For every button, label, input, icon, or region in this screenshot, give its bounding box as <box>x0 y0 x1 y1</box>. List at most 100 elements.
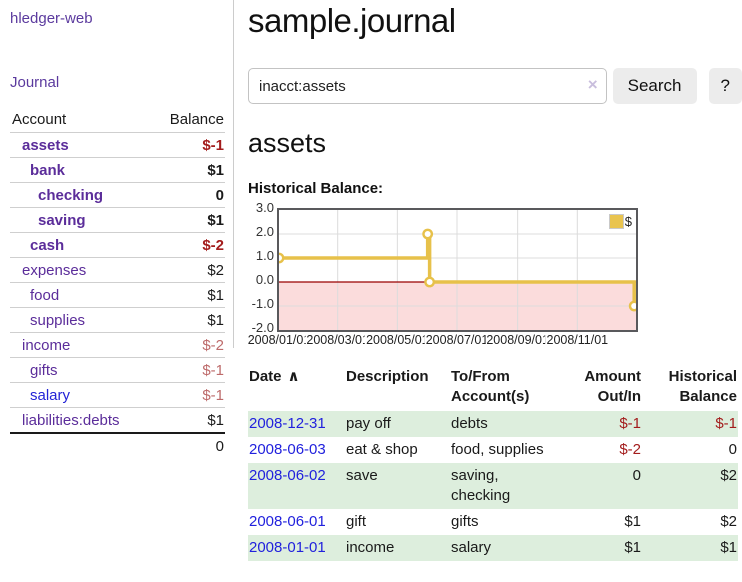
table-row: 2008-06-03 eat & shop food, supplies $-2… <box>248 437 738 463</box>
x-axis-tick-label: 2008/09/01 <box>485 333 550 348</box>
accounts-table-header-row: Account Balance <box>10 109 225 133</box>
data-point <box>424 276 436 288</box>
table-row: 2008-06-02 save saving, checking 0 $2 <box>248 463 738 509</box>
transaction-accounts: saving, checking <box>451 467 511 504</box>
account-row: saving $1 <box>10 207 225 233</box>
account-balance: 0 <box>151 182 225 208</box>
legend-swatch-icon <box>608 214 624 229</box>
transaction-balance: 0 <box>728 441 737 458</box>
account-link[interactable]: liabilities:debts <box>22 412 120 429</box>
sidebar-item-journal[interactable]: Journal <box>10 74 60 91</box>
accounts-total-row: 0 <box>10 432 225 458</box>
account-link[interactable]: saving <box>38 212 86 229</box>
main-content: sample.journal × Search ? assets Histori… <box>246 0 742 561</box>
sidebar: hledger-web Journal Account Balance asse… <box>0 0 233 458</box>
account-row: assets $-1 <box>10 132 225 158</box>
transaction-date-link[interactable]: 2008-06-03 <box>249 441 326 458</box>
account-link[interactable]: food <box>30 287 60 304</box>
account-balance: $1 <box>151 407 225 433</box>
account-row: income $-2 <box>10 332 225 358</box>
account-balance: $2 <box>151 257 225 283</box>
chart-legend: $ <box>608 214 632 229</box>
register-header-row: Date ∧ Description To/From Account(s) Amou… <box>248 365 738 411</box>
account-balance: $-2 <box>151 232 225 258</box>
transaction-date-link[interactable]: 2008-06-02 <box>249 467 326 484</box>
account-balance: $-1 <box>151 132 225 158</box>
transaction-accounts: salary <box>451 539 492 556</box>
account-row: bank $1 <box>10 157 225 183</box>
x-axis-tick-label: 2008/11/01 <box>545 333 610 348</box>
table-row: 2008-01-01 income salary $1 $1 <box>248 535 738 561</box>
account-row: supplies $1 <box>10 307 225 333</box>
search-input[interactable] <box>248 68 607 104</box>
account-link[interactable]: assets <box>22 137 69 154</box>
transaction-balance: $2 <box>720 513 737 530</box>
y-axis-tick-label: -1.0 <box>251 296 274 311</box>
search-button[interactable]: Search <box>612 68 697 104</box>
transaction-description: income <box>346 539 395 556</box>
transaction-amount: $1 <box>624 513 641 530</box>
sidebar-divider <box>233 0 234 348</box>
accounts-table: Account Balance assets $-1 bank $1 check… <box>10 109 225 458</box>
help-button[interactable]: ? <box>708 68 742 104</box>
table-row: 2008-06-01 gift gifts $1 $2 <box>248 509 738 535</box>
brand-link[interactable]: hledger-web <box>10 10 93 27</box>
account-balance: $1 <box>151 307 225 333</box>
transaction-accounts: debts <box>451 415 488 432</box>
y-axis-tick-label: 3.0 <box>255 200 274 215</box>
y-axis-tick-label: -2.0 <box>251 320 274 335</box>
transaction-accounts: gifts <box>451 513 479 530</box>
transaction-date-link[interactable]: 2008-12-31 <box>249 415 326 432</box>
account-link[interactable]: gifts <box>30 362 58 379</box>
y-axis-tick-label: 2.0 <box>255 224 274 239</box>
account-link[interactable]: bank <box>30 162 66 179</box>
chart-title: Historical Balance: <box>248 180 384 197</box>
transaction-amount: $-1 <box>619 415 641 432</box>
description-column-header: Description <box>346 368 429 385</box>
account-link[interactable]: checking <box>38 187 104 204</box>
clear-search-icon[interactable]: × <box>587 75 598 94</box>
x-axis-tick-label: 2008/07/01 <box>424 333 490 348</box>
data-point <box>422 228 434 240</box>
balance-column-header-register: Historical Balance <box>668 368 737 405</box>
transaction-accounts: food, supplies <box>451 441 544 458</box>
account-heading: assets <box>248 128 327 158</box>
transaction-description: eat & shop <box>346 441 418 458</box>
account-row: liabilities:debts $1 <box>10 407 225 433</box>
register-table: Date ∧ Description To/From Account(s) Amou… <box>248 365 738 561</box>
legend-label: $ <box>624 214 632 229</box>
y-axis-tick-label: 0.0 <box>255 272 274 287</box>
account-link[interactable]: supplies <box>30 312 86 329</box>
y-axis-tick-label: 1.0 <box>255 248 274 263</box>
account-balance: $1 <box>151 157 225 183</box>
transaction-date-link[interactable]: 2008-06-01 <box>249 513 326 530</box>
account-row: expenses $2 <box>10 257 225 283</box>
x-axis-tick-label: 2008/03/01 <box>305 333 370 348</box>
data-point <box>279 252 285 264</box>
transaction-amount: $-2 <box>619 441 641 458</box>
accounts-total-balance: 0 <box>151 432 225 458</box>
account-row: cash $-2 <box>10 232 225 258</box>
account-row: checking 0 <box>10 182 225 208</box>
account-link[interactable]: income <box>22 337 71 354</box>
transaction-date-link[interactable]: 2008-01-01 <box>249 539 326 556</box>
search-bar: × Search ? <box>248 68 742 104</box>
account-balance: $-1 <box>151 357 225 383</box>
account-balance: $1 <box>151 207 225 233</box>
table-row: 2008-12-31 pay off debts $-1 $-1 <box>248 411 738 437</box>
x-axis-tick-label: 2008/01/01 <box>246 333 312 348</box>
account-link[interactable]: cash <box>30 237 65 254</box>
amount-column-header: Amount Out/In <box>584 368 641 405</box>
transaction-description: save <box>346 467 378 484</box>
chart-plot-area: $ <box>277 208 638 332</box>
transaction-balance: $-1 <box>715 415 737 432</box>
date-column-header[interactable]: Date ∧ <box>249 368 300 385</box>
transaction-description: pay off <box>346 415 391 432</box>
account-balance: $-2 <box>151 332 225 358</box>
account-link[interactable]: expenses <box>22 262 87 279</box>
transaction-balance: $2 <box>720 467 737 484</box>
x-axis-tick-label: 2008/05/01 <box>365 333 430 348</box>
account-link[interactable]: salary <box>30 387 71 404</box>
transaction-description: gift <box>346 513 367 530</box>
